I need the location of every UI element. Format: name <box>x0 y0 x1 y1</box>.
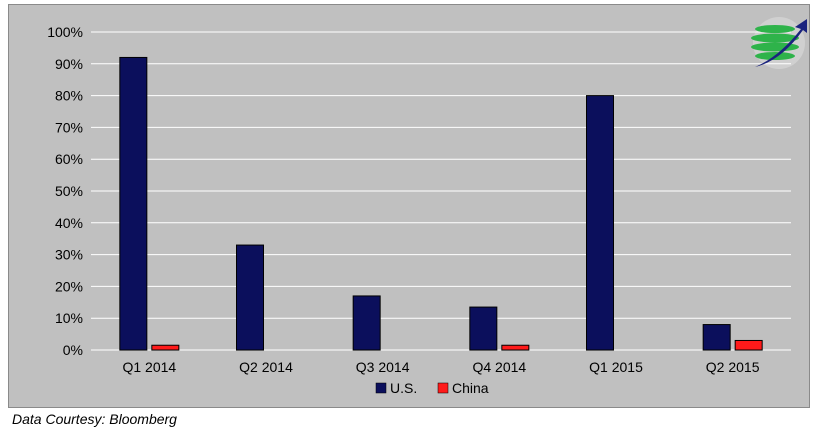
source-note: Data Courtesy: Bloomberg <box>12 411 177 427</box>
x-tick-label: Q2 2014 <box>239 359 293 375</box>
bar-us-2 <box>352 295 381 351</box>
y-axis-ticks: 0% 10% 20% 30% 40% 50% 60% 70% 80% 90% 100% <box>47 24 83 358</box>
x-axis-ticks: Q1 2014 Q2 2014 Q3 2014 Q4 2014 Q1 2015 Q2 20… <box>122 359 759 375</box>
gridlines <box>91 31 791 351</box>
y-tick-label: 100% <box>47 24 83 40</box>
bars <box>119 56 763 351</box>
legend-label: U.S. <box>390 380 417 396</box>
x-tick-label: Q3 2014 <box>356 359 410 375</box>
x-tick-label: Q1 2014 <box>122 359 176 375</box>
bar-china-0 <box>151 344 180 351</box>
y-tick-label: 50% <box>55 183 83 199</box>
bar-us-3 <box>469 306 498 351</box>
globe-arrow-logo-icon <box>751 17 807 69</box>
y-tick-label: 60% <box>55 151 83 167</box>
y-tick-label: 90% <box>55 56 83 72</box>
bar-us-1 <box>236 244 264 351</box>
bar-us-0 <box>119 56 148 351</box>
legend-swatch <box>437 382 449 394</box>
x-tick-label: Q2 2015 <box>706 359 760 375</box>
y-tick-label: 0% <box>63 342 83 358</box>
y-tick-label: 30% <box>55 247 83 263</box>
bar-us-4 <box>586 95 614 351</box>
bar-china-3 <box>501 344 530 351</box>
y-tick-label: 80% <box>55 88 83 104</box>
legend-label: China <box>452 380 489 396</box>
x-tick-label: Q4 2014 <box>472 359 526 375</box>
legend: U.S. China <box>375 380 489 396</box>
y-tick-label: 20% <box>55 278 83 294</box>
bar-chart: 0% 10% 20% 30% 40% 50% 60% 70% 80% 90% 100% Q1 201… <box>47 17 807 396</box>
y-tick-label: 70% <box>55 119 83 135</box>
y-tick-label: 10% <box>55 310 83 326</box>
y-tick-label: 40% <box>55 215 83 231</box>
x-tick-label: Q1 2015 <box>589 359 643 375</box>
legend-swatch <box>375 382 387 394</box>
bar-us-5 <box>702 324 731 351</box>
bar-china-5 <box>734 339 763 351</box>
chart-frame: 0% 10% 20% 30% 40% 50% 60% 70% 80% 90% 100% Q1 201… <box>8 4 810 408</box>
